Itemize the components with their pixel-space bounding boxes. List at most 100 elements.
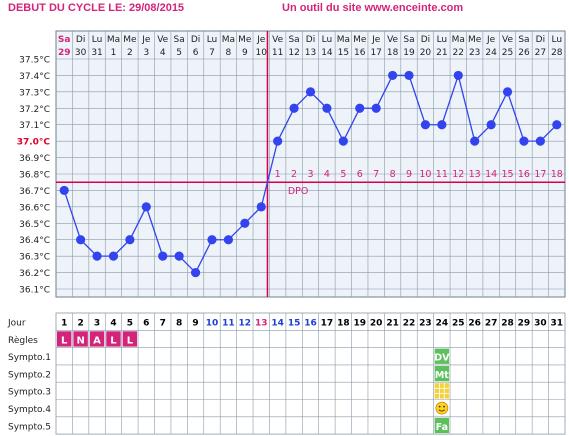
weekday-label: Ma — [452, 35, 465, 45]
temperature-point — [420, 120, 431, 130]
weekday-label: Je — [141, 35, 151, 45]
weekday-label: Di — [536, 35, 545, 45]
day-number: 22 — [403, 319, 416, 329]
temperature-point — [322, 103, 332, 113]
date-label: 18 — [387, 48, 399, 58]
weekday-label: Sa — [288, 35, 299, 45]
day-number: 20 — [370, 319, 383, 329]
weekday-label: Me — [123, 35, 137, 45]
dpo-number: 14 — [485, 169, 497, 180]
temperature-point — [552, 120, 562, 130]
temperature-point — [158, 251, 168, 261]
smiley-icon-eye — [443, 405, 445, 408]
weekday-label: Ve — [502, 35, 513, 45]
smiley-icon — [435, 401, 449, 415]
y-tick-label: 37.4°C — [19, 72, 50, 82]
y-tick-label: 37.2°C — [19, 105, 50, 115]
dpo-number: 12 — [452, 169, 464, 180]
weekday-label: Je — [371, 35, 381, 45]
temperature-point — [453, 70, 463, 81]
dpo-number: 15 — [501, 169, 513, 180]
date-label: 31 — [91, 48, 102, 58]
regles-code: A — [93, 335, 101, 346]
temperature-point — [256, 202, 266, 212]
weekday-label: Lu — [92, 35, 103, 45]
temperature-point — [502, 87, 513, 97]
cycle-start-title: DEBUT DU CYCLE LE: 29/08/2015 — [8, 2, 185, 14]
date-label: 7 — [209, 48, 215, 58]
day-number: 30 — [534, 319, 547, 329]
temperature-point — [338, 136, 348, 146]
date-label: 23 — [469, 48, 480, 58]
day-number: 28 — [501, 319, 514, 329]
date-label: 13 — [305, 48, 316, 58]
site-credit: Un outil du site www.enceinte.com — [282, 2, 464, 14]
y-tick-label: 36.1°C — [19, 286, 50, 296]
y-tick-label: 37.5°C — [19, 56, 50, 66]
date-label: 2 — [127, 48, 133, 58]
date-label: 1 — [111, 48, 117, 58]
regles-cell — [106, 331, 121, 347]
dpo-number: 8 — [390, 169, 396, 180]
smiley-icon-mouth — [438, 409, 446, 412]
day-number: 5 — [127, 319, 133, 329]
y-tick-label: 37.3°C — [19, 88, 50, 98]
date-label: 11 — [272, 48, 283, 58]
temperature-point — [190, 267, 201, 278]
dpo-number: 2 — [291, 169, 297, 180]
day-number: 18 — [337, 319, 350, 329]
y-tick-label: 36.7°C — [19, 187, 50, 197]
dpo-number: 7 — [373, 169, 379, 180]
temperature-point — [108, 251, 119, 261]
date-label: 30 — [75, 48, 87, 58]
date-label: 21 — [436, 48, 447, 58]
day-number: 16 — [304, 319, 317, 329]
weekday-label: Di — [191, 35, 200, 45]
plot-area — [55, 30, 566, 298]
dpo-number: 4 — [324, 169, 330, 180]
day-number: 4 — [110, 319, 116, 329]
y-tick-label: 36.6°C — [19, 203, 50, 213]
temperature-point — [437, 120, 447, 130]
temperature-point — [486, 120, 496, 130]
date-label: 16 — [354, 48, 366, 58]
day-number: 31 — [551, 319, 564, 329]
day-number: 6 — [143, 319, 149, 329]
day-number: 24 — [436, 319, 449, 329]
row-label: Sympto.1 — [8, 353, 51, 363]
date-label: 10 — [256, 48, 268, 58]
y-tick-label: 36.2°C — [19, 269, 50, 279]
weekday-label: Di — [306, 35, 315, 45]
weekday-label: Ve — [272, 35, 283, 45]
temperature-point — [174, 251, 184, 261]
dpo-number: 10 — [419, 169, 431, 180]
regles-code: L — [127, 335, 134, 346]
day-number: 9 — [192, 319, 198, 329]
regles-code: L — [110, 335, 117, 346]
weekday-label: Lu — [437, 35, 448, 45]
weekday-label: Ma — [107, 35, 120, 45]
temperature-point — [355, 103, 365, 113]
symptom-cell — [434, 417, 450, 434]
regles-code: L — [61, 335, 68, 346]
day-number: 27 — [485, 319, 498, 329]
weekday-label: Je — [256, 35, 266, 45]
row-label: Sympto.3 — [8, 388, 51, 398]
temperature-point — [535, 136, 545, 146]
smiley-icon-eye — [438, 405, 441, 408]
y-tick-label: 36.5°C — [19, 220, 50, 230]
date-label: 15 — [338, 48, 349, 58]
temperature-point — [125, 235, 135, 245]
weekday-label: Sa — [174, 35, 185, 45]
regles-cell — [89, 331, 105, 347]
weekday-label: Sa — [518, 35, 529, 45]
day-number: 2 — [77, 319, 83, 329]
temperature-point — [404, 70, 414, 81]
day-number: 26 — [468, 319, 481, 329]
dpo-number: 1 — [275, 169, 281, 180]
temperature-point — [76, 235, 86, 245]
date-label: 24 — [485, 48, 497, 58]
weekday-label: Je — [486, 35, 496, 45]
day-number: 12 — [239, 319, 252, 329]
